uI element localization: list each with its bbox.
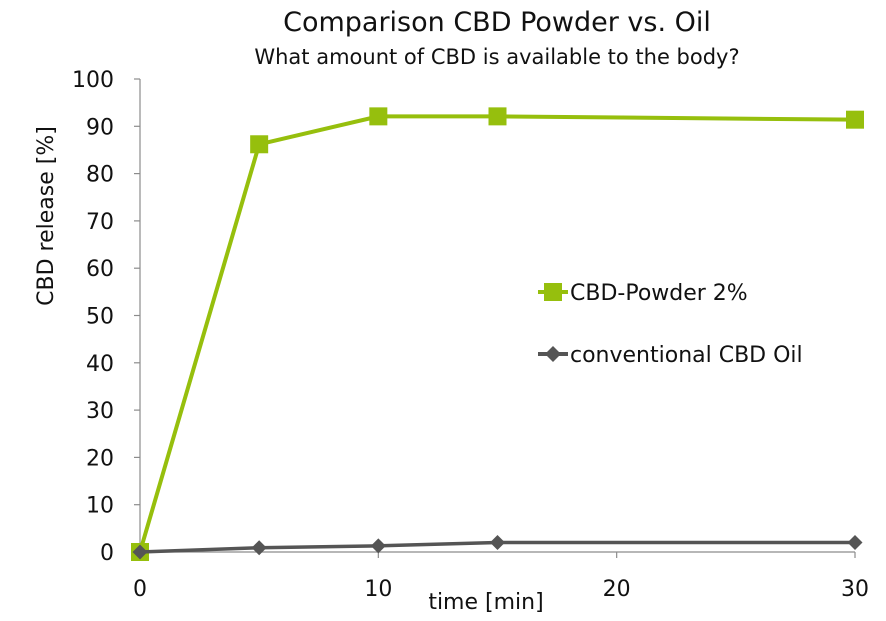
x-tick-label: 20	[603, 577, 631, 602]
y-axis-ticks: 0 10 20 30 40 50 60 70 80 90 100	[72, 68, 140, 566]
chart-title: Comparison CBD Powder vs. Oil	[283, 7, 711, 38]
x-axis-label: time [min]	[428, 590, 543, 615]
data-point-cbd-oil	[490, 535, 505, 551]
y-tick-label: 40	[86, 352, 114, 377]
y-tick-label: 100	[72, 68, 114, 93]
y-tick-label: 50	[86, 305, 114, 330]
data-point-cbd-powder	[488, 107, 507, 126]
legend-marker-square	[544, 283, 562, 301]
legend-label-cbd-oil: conventional CBD Oil	[570, 343, 803, 368]
y-tick-label: 20	[86, 446, 114, 471]
y-tick-label: 10	[86, 494, 114, 519]
chart-subtitle: What amount of CBD is available to the b…	[254, 45, 739, 69]
y-tick-label: 30	[86, 399, 114, 424]
data-point-cbd-powder	[846, 110, 864, 129]
x-tick-label: 0	[133, 577, 147, 602]
data-point-cbd-oil	[370, 538, 386, 554]
data-point-cbd-powder	[369, 107, 388, 126]
series-line-cbd-powder	[138, 114, 856, 553]
y-axis-label: CBD release [%]	[34, 126, 59, 306]
data-point-cbd-oil	[251, 540, 267, 556]
data-point-cbd-oil	[132, 544, 148, 560]
legend-label-cbd-powder: CBD-Powder 2%	[570, 281, 748, 306]
legend: CBD-Powder 2% conventional CBD Oil	[538, 281, 803, 368]
x-tick-label: 10	[364, 577, 392, 602]
x-tick-label: 30	[841, 577, 869, 602]
legend-marker-diamond	[545, 346, 561, 362]
y-tick-label: 90	[86, 115, 114, 140]
legend-item-cbd-powder: CBD-Powder 2%	[538, 281, 748, 306]
y-tick-label: 60	[86, 257, 114, 282]
y-tick-label: 0	[100, 541, 114, 566]
legend-item-cbd-oil: conventional CBD Oil	[538, 343, 803, 368]
data-point-cbd-oil	[847, 535, 863, 551]
series-layer	[131, 107, 864, 561]
y-tick-label: 70	[86, 210, 114, 235]
x-axis-ticks: 0 10 20 30	[133, 552, 869, 602]
data-point-cbd-powder	[250, 135, 269, 154]
y-tick-label: 80	[86, 163, 114, 188]
